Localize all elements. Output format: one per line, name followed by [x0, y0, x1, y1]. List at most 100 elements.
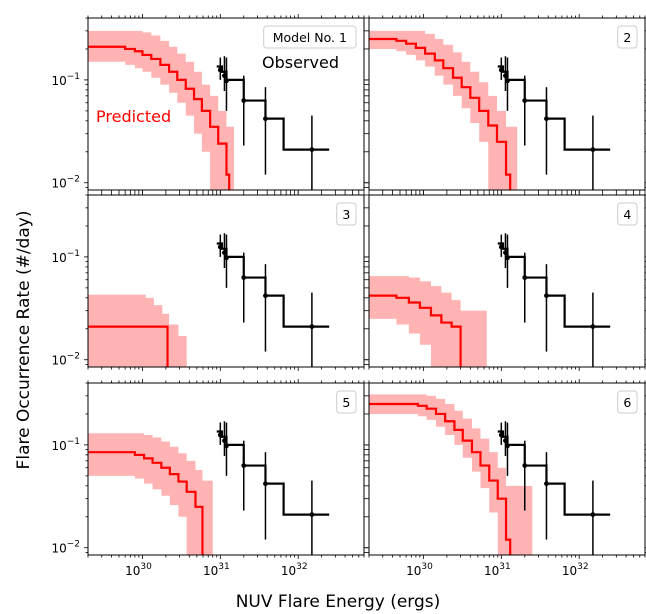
observed-point	[522, 98, 528, 103]
x-tick-base: 10	[203, 564, 218, 578]
observed-point	[224, 443, 229, 449]
predicted-band	[369, 30, 518, 190]
observed-point	[309, 512, 315, 518]
y-tick-label: 10−2	[51, 352, 80, 368]
x-tick-label: 1030	[406, 562, 433, 578]
x-tick-label: 1032	[281, 562, 308, 578]
plot-area	[88, 30, 330, 190]
panel-label-box	[336, 390, 357, 414]
observed-point	[544, 293, 549, 299]
observed-point	[224, 78, 229, 84]
observed-point	[217, 432, 223, 438]
observed-point	[217, 244, 223, 250]
x-tick-exponent: 32	[577, 562, 588, 572]
observed-point	[503, 73, 508, 79]
observed-point	[224, 255, 229, 261]
x-tick-label: 1030	[125, 562, 152, 578]
observed-point	[263, 116, 268, 122]
predicted-annotation: Predicted	[96, 107, 171, 126]
x-tick-exponent: 31	[218, 562, 229, 572]
observed-point	[505, 78, 510, 84]
panel-4: 4	[365, 191, 646, 371]
predicted-line	[88, 451, 204, 555]
x-tick-base: 10	[406, 564, 421, 578]
x-tick-label: 1031	[203, 562, 230, 578]
panel-label: 3	[342, 207, 350, 222]
y-tick-label: 10−2	[51, 175, 80, 191]
panel-label: Model No. 1	[273, 30, 347, 45]
observed-point	[222, 438, 227, 444]
y-tick-base: 10	[51, 354, 66, 368]
y-tick-base: 10	[51, 177, 66, 191]
y-tick-exponent: −1	[67, 72, 80, 82]
x-tick-base: 10	[562, 564, 577, 578]
panel-label-box	[336, 202, 357, 226]
y-tick-exponent: −1	[67, 249, 80, 259]
observed-point	[522, 463, 528, 468]
x-tick-exponent: 32	[296, 562, 307, 572]
predicted-line	[88, 45, 231, 190]
y-tick-base: 10	[51, 74, 66, 88]
panel-frame	[368, 17, 646, 191]
panel-frame	[87, 382, 365, 556]
panel-frame	[368, 382, 646, 556]
plot-area	[369, 30, 611, 190]
x-tick-exponent: 30	[140, 562, 152, 572]
plot-area	[369, 394, 611, 555]
predicted-line	[369, 37, 512, 190]
observed-point	[309, 324, 315, 330]
observed-point	[590, 324, 596, 330]
observed-point	[503, 438, 508, 444]
y-tick-exponent: −1	[67, 437, 80, 447]
y-tick-base: 10	[51, 542, 66, 556]
y-tick-label: 10−2	[51, 540, 80, 556]
observed-point	[505, 443, 510, 449]
panel-label-box	[617, 390, 638, 414]
panel-label-box	[617, 202, 638, 226]
y-axis-label: Flare Occurrence Rate (#/day)	[14, 211, 34, 470]
observed-point	[241, 463, 247, 468]
panel-frame	[87, 194, 365, 368]
observed-point	[503, 250, 508, 256]
observed-point	[241, 275, 247, 280]
observed-point	[590, 147, 596, 153]
y-tick-base: 10	[51, 439, 66, 453]
predicted-band	[88, 433, 213, 555]
observed-point	[498, 432, 504, 438]
observed-point	[505, 255, 510, 261]
panel-label: 2	[623, 30, 631, 45]
predicted-band	[88, 294, 187, 367]
y-tick-exponent: −2	[67, 540, 80, 550]
y-tick-label: 10−1	[51, 72, 80, 88]
plot-area	[369, 233, 611, 367]
predicted-band	[369, 276, 487, 367]
observed-point	[498, 244, 504, 250]
predicted-band	[369, 394, 533, 555]
predicted-line	[369, 402, 512, 555]
observed-point	[498, 67, 504, 73]
panel-label-box	[617, 25, 638, 49]
x-axis-label: NUV Flare Energy (ergs)	[236, 592, 441, 612]
x-tick-label: 1031	[484, 562, 511, 578]
panel-label: 6	[623, 395, 631, 410]
y-tick-label: 10−1	[51, 249, 80, 265]
x-tick-exponent: 30	[421, 562, 433, 572]
panel-label: 4	[623, 207, 631, 222]
plot-area	[88, 233, 330, 367]
observed-point	[590, 512, 596, 518]
panel-label: 5	[342, 395, 350, 410]
observed-point	[263, 293, 268, 299]
y-tick-exponent: −2	[67, 175, 80, 185]
panel-frame	[87, 17, 365, 191]
y-tick-exponent: −2	[67, 352, 80, 362]
plot-area	[88, 421, 330, 555]
y-tick-label: 10−1	[51, 437, 80, 453]
predicted-line	[369, 294, 462, 367]
observed-point	[222, 250, 227, 256]
panel-frame	[368, 194, 646, 368]
observed-point	[544, 116, 549, 122]
